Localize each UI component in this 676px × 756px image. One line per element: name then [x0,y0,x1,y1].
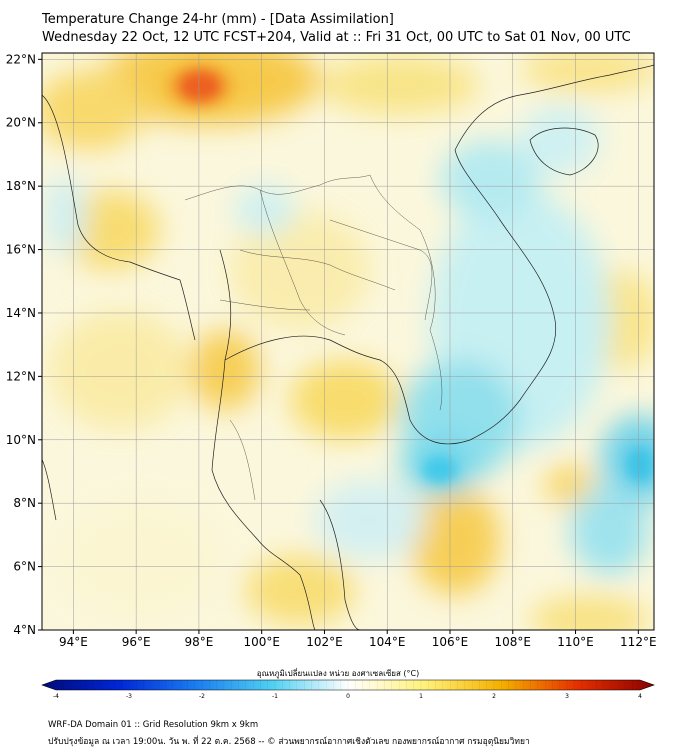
x-tick-label: 112°E [620,635,657,649]
colorbar-tick-label: -1 [272,693,278,700]
x-tick-label: 94°E [59,635,88,649]
colorbar-tick-label: 0 [346,693,350,700]
x-tick-label: 102°E [306,635,343,649]
coastlines [42,64,654,630]
footer-update-info: ปรับปรุงข้อมูล ณ เวลา 19:00น. วัน พ. ที่… [48,737,530,747]
x-tick-label: 108°E [495,635,532,649]
admin-borders [184,174,443,501]
y-tick-label: 10°N [6,433,36,447]
x-tick-label: 106°E [432,635,469,649]
colorbar-tick-label: -4 [53,693,59,700]
x-tick-label: 98°E [184,635,213,649]
colorbar-scale [41,679,655,691]
y-tick-label: 4°N [13,623,36,637]
map-subtitle: Wednesday 22 Oct, 12 UTC FCST+204, Valid… [42,30,631,45]
x-tick-label: 100°E [243,635,280,649]
colorbar-tick-label: -3 [126,693,132,700]
y-tick-label: 20°N [6,116,36,130]
footer-model-info: WRF-DA Domain 01 :: Grid Resolution 9km … [48,720,259,730]
y-tick-label: 16°N [6,243,36,257]
temperature-field [42,53,654,630]
map-title: Temperature Change 24-hr (mm) - [Data As… [42,12,394,27]
colorbar-tick-label: -2 [199,693,205,700]
x-tick-label: 96°E [122,635,151,649]
y-tick-label: 14°N [6,306,36,320]
colorbar-tick-label: 2 [492,693,496,700]
x-tick-label: 104°E [369,635,406,649]
longitude-axis: 94°E 96°E 98°E 100°E 102°E 104°E 106°E 108°E 110… [59,630,657,649]
y-tick-label: 6°N [13,560,36,574]
colorbar: -4 -3 -2 -1 0 1 2 3 4 [41,679,655,700]
y-tick-label: 8°N [13,496,36,510]
colorbar-tick-label: 1 [419,693,423,700]
colorbar-title: อุณหภูมิเปลี่ยนแปลง หน่วย องศาเซลเซียส (… [256,669,420,678]
y-tick-label: 22°N [6,52,36,66]
colorbar-tick-label: 3 [565,693,569,700]
colorbar-tick-label: 4 [638,693,642,700]
y-tick-label: 12°N [6,369,36,383]
y-tick-label: 18°N [6,179,36,193]
x-tick-label: 110°E [557,635,594,649]
map-frame [41,52,655,631]
latitude-axis: 22°N 20°N 18°N 16°N 14°N 12°N 10°N 8°N 6°N 4°N [6,52,42,637]
graticule [42,53,654,630]
